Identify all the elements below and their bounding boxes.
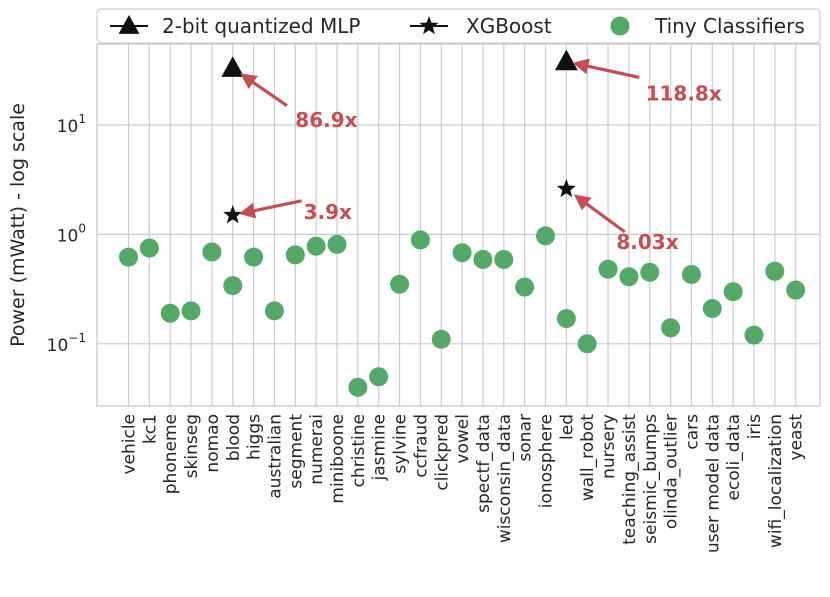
tiny-classifiers-point bbox=[181, 301, 201, 321]
x-tick-label: wisconsin_data bbox=[495, 414, 515, 543]
annotation-label: 8.03x bbox=[616, 230, 678, 254]
x-tick-label: higgs bbox=[245, 414, 265, 460]
x-tick-label: nursery bbox=[599, 414, 619, 479]
legend: 2-bit quantized MLP XGBoost Tiny Classifie… bbox=[96, 8, 821, 44]
x-tick-label: olinda_outlier bbox=[662, 414, 682, 529]
2-bit-quantized-mlp-point bbox=[221, 56, 245, 77]
x-tick-label: sonar bbox=[516, 414, 536, 461]
tiny-classifiers-point bbox=[285, 245, 305, 265]
x-tick-label: blood bbox=[224, 414, 244, 461]
x-tick-label: numerai bbox=[307, 414, 327, 485]
x-tick-label: vehicle bbox=[120, 414, 140, 475]
tiny-classifiers-point bbox=[369, 367, 389, 387]
tiny-classifiers-point bbox=[515, 277, 535, 297]
x-tick-label: ecoli_data bbox=[724, 414, 744, 500]
x-tick-label: kc1 bbox=[140, 414, 160, 444]
legend-label: Tiny Classifiers bbox=[654, 14, 805, 38]
x-tick-label: nomao bbox=[203, 414, 223, 473]
y-tick-label: 10−1 bbox=[47, 331, 86, 356]
x-tick-label: teaching_assist bbox=[620, 414, 640, 545]
tiny-classifiers-point bbox=[473, 249, 493, 269]
annotation-arrow bbox=[240, 73, 288, 107]
tiny-classifiers-point bbox=[390, 274, 410, 294]
tiny-classifiers-point bbox=[348, 377, 368, 397]
x-tick-label: christine bbox=[349, 414, 369, 487]
tiny-classifiers-point bbox=[640, 262, 660, 282]
y-axis-title: Power (mWatt) - log scale bbox=[7, 103, 29, 347]
annotation-arrow bbox=[572, 58, 640, 79]
legend-star-icon bbox=[419, 16, 439, 35]
y-tick-label: 100 bbox=[57, 221, 86, 246]
x-tick-label: miniboone bbox=[328, 414, 348, 504]
tiny-classifiers-point bbox=[264, 301, 284, 321]
legend-triangle-icon bbox=[118, 15, 140, 34]
tiny-classifiers-point bbox=[306, 236, 326, 256]
x-tick-label: seismic_bumps bbox=[641, 414, 661, 544]
x-tick-label: skinseg bbox=[182, 414, 202, 478]
x-tick-label: cars bbox=[682, 414, 702, 450]
x-tick-label: clickpred bbox=[432, 414, 452, 491]
tiny-classifiers-point bbox=[598, 259, 618, 279]
annotations: 86.9x 3.9x 118.8x 8.03x bbox=[238, 58, 722, 254]
tiny-classifiers-point bbox=[744, 325, 764, 345]
tiny-classifiers-point bbox=[119, 247, 138, 267]
tiny-classifiers-point bbox=[619, 267, 639, 287]
annotation-label: 3.9x bbox=[304, 200, 352, 224]
tiny-classifiers-point bbox=[139, 238, 159, 258]
x-tick-label: wifi_localization bbox=[766, 414, 786, 548]
x-tick-label: segment bbox=[286, 414, 306, 489]
tiny-classifiers-point bbox=[786, 280, 806, 300]
x-tick-label: sylvine bbox=[391, 414, 411, 474]
tiny-classifiers-point bbox=[431, 329, 451, 349]
tiny-classifiers-point bbox=[681, 264, 701, 284]
tiny-classifiers-point bbox=[702, 299, 722, 319]
x-tick-label: wall_robot bbox=[578, 414, 598, 501]
x-tick-label: iris bbox=[745, 414, 765, 439]
legend-label: 2-bit quantized MLP bbox=[162, 14, 360, 38]
legend-label: XGBoost bbox=[466, 14, 552, 38]
x-tick-label: jasmine bbox=[370, 414, 390, 482]
x-tick-label: user model data bbox=[703, 414, 723, 553]
annotation-arrow bbox=[573, 194, 626, 234]
tiny-classifiers-point bbox=[494, 249, 514, 269]
tiny-classifiers-point bbox=[244, 247, 264, 267]
y-tick-label: 101 bbox=[57, 112, 86, 137]
data-markers bbox=[119, 49, 806, 397]
plot-frame bbox=[96, 43, 821, 407]
tiny-classifiers-point bbox=[536, 226, 555, 246]
annotation-label: 86.9x bbox=[295, 108, 357, 132]
2-bit-quantized-mlp-point bbox=[554, 49, 578, 71]
x-tick-label: ionosphere bbox=[537, 414, 557, 508]
tiny-classifiers-point bbox=[556, 309, 576, 329]
x-tick-label: australian bbox=[265, 414, 285, 499]
x-tick-label: phoneme bbox=[161, 414, 181, 494]
legend-circle-icon bbox=[610, 16, 630, 36]
tiny-classifiers-point bbox=[202, 242, 222, 262]
annotation-label: 118.8x bbox=[646, 82, 722, 106]
tiny-classifiers-point bbox=[452, 243, 472, 263]
x-tick-label: yeast bbox=[787, 414, 807, 461]
y-tick-labels: 10−1 100 101 bbox=[47, 112, 86, 356]
xgboost-point bbox=[223, 205, 243, 224]
tiny-classifiers-point bbox=[577, 334, 597, 354]
x-tick-label: led bbox=[557, 414, 577, 440]
tiny-classifiers-point bbox=[160, 303, 180, 323]
tiny-classifiers-point bbox=[223, 276, 243, 296]
xgboost-point bbox=[556, 179, 576, 198]
tiny-classifiers-point bbox=[765, 261, 785, 281]
tiny-classifiers-point bbox=[327, 234, 347, 254]
x-tick-label: vowel bbox=[453, 414, 473, 464]
tiny-classifiers-point bbox=[661, 318, 681, 338]
x-tick-label: ccfraud bbox=[411, 414, 431, 478]
tiny-classifiers-point bbox=[410, 230, 430, 250]
tiny-classifiers-point bbox=[723, 282, 743, 302]
annotation-arrow bbox=[238, 199, 302, 219]
x-tick-label: spectf_data bbox=[474, 414, 494, 513]
legend-box bbox=[96, 8, 821, 44]
x-tick-labels: vehicle kc1 phoneme skinseg nomao blood higgs a… bbox=[120, 414, 807, 553]
